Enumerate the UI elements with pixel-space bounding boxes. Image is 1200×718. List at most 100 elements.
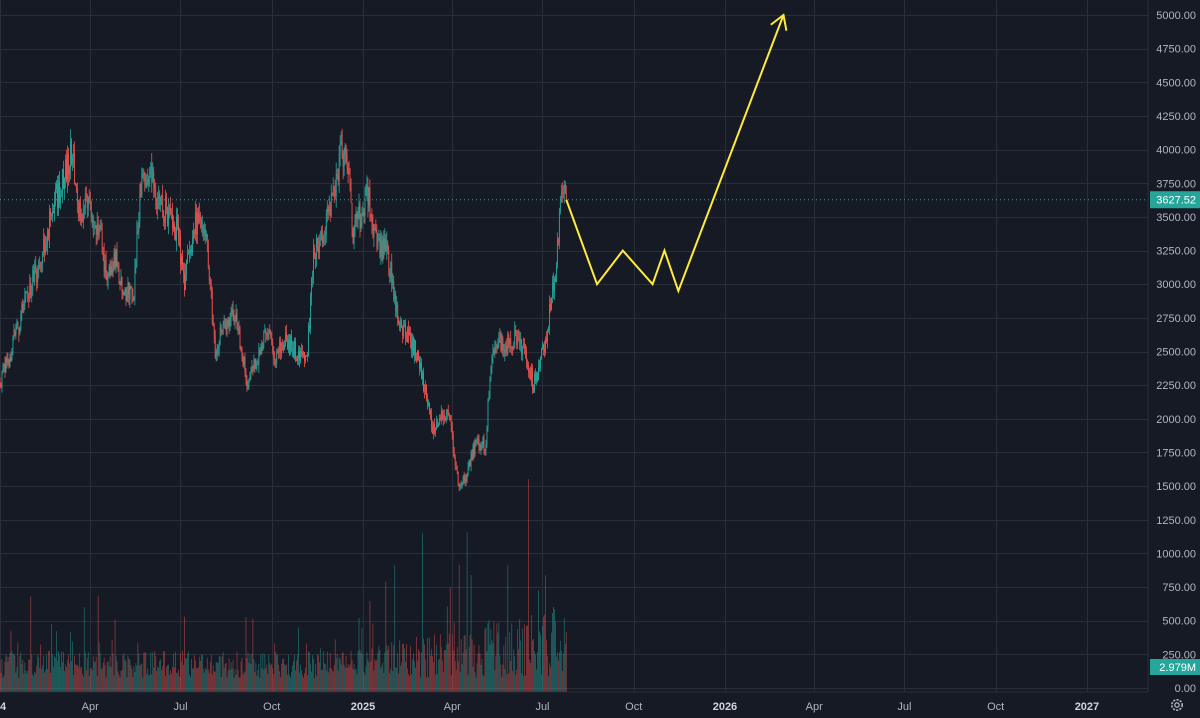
candle-body	[166, 196, 168, 208]
volume-bar	[69, 663, 70, 692]
volume-bar	[394, 565, 396, 692]
candle-body	[377, 241, 379, 247]
candle-body	[207, 242, 209, 268]
volume-bar	[301, 670, 302, 692]
candle-body	[249, 375, 251, 379]
price-axis[interactable]: 5000.00 4750.00 4500.00 4250.00 4000.00 3750.…	[1156, 10, 1196, 695]
candle-body	[445, 413, 447, 420]
volume-bar	[220, 677, 222, 692]
candle-body	[284, 345, 286, 350]
candle-body	[125, 289, 127, 302]
volume-bar	[2, 677, 4, 692]
volume-bar	[132, 676, 134, 692]
candle-body	[183, 269, 184, 273]
volume-bar	[396, 667, 398, 692]
volume-bar	[368, 662, 370, 692]
volume-bar	[184, 616, 185, 692]
candle-body	[409, 332, 411, 336]
candle-body	[487, 399, 489, 429]
candle-body	[517, 337, 519, 345]
candle-body	[251, 366, 253, 371]
candle-body	[380, 241, 382, 257]
candle-body	[371, 217, 373, 225]
candle-body	[245, 371, 247, 380]
candle-body	[477, 438, 479, 440]
candle-body	[203, 228, 205, 236]
candle-body	[116, 249, 118, 268]
candle-body	[31, 291, 33, 297]
candle-body	[274, 358, 276, 364]
volume-bar	[452, 650, 454, 692]
candle-body	[149, 167, 151, 182]
candle-body	[176, 216, 177, 241]
volume-bar	[416, 636, 417, 692]
volume-bar	[251, 653, 253, 692]
volume-bar	[118, 674, 120, 692]
volume-bar	[387, 649, 389, 692]
candle-body	[173, 224, 174, 229]
volume-bar	[98, 642, 100, 692]
candle-body	[133, 298, 135, 301]
candle-body	[221, 331, 223, 333]
candle-body	[515, 329, 517, 333]
volume-bar	[179, 676, 180, 692]
candle-body	[204, 228, 206, 238]
volume-bar	[29, 659, 31, 692]
candle-body	[335, 173, 337, 196]
candle-body	[126, 294, 128, 302]
candle-body	[294, 341, 295, 357]
candle-body	[513, 346, 515, 351]
candle-body	[342, 155, 344, 168]
volume-bar	[418, 649, 419, 692]
volume-bar	[427, 637, 428, 692]
volume-bar	[455, 670, 457, 692]
candle-body	[427, 398, 428, 405]
volume-bar	[528, 479, 529, 692]
candle-body	[451, 427, 453, 434]
candle-body	[355, 214, 357, 219]
volume-bar	[434, 674, 436, 692]
volume-bar	[18, 677, 20, 692]
volume-bar	[451, 634, 453, 692]
candle-body	[65, 159, 66, 178]
candle-body	[404, 323, 406, 326]
candle-body	[421, 363, 422, 380]
candle-body	[443, 415, 445, 418]
volume-bar	[110, 667, 112, 692]
candle-body	[295, 341, 296, 360]
volume-bar	[380, 668, 382, 692]
candle-body	[269, 330, 271, 333]
volume-bar	[197, 667, 199, 692]
volume-bar	[305, 667, 306, 692]
y-tick-label: 250.00	[1162, 649, 1196, 661]
candle-body	[41, 262, 43, 264]
settings-button[interactable]	[1154, 692, 1200, 718]
volume-bar	[70, 632, 71, 692]
candle-body	[496, 345, 498, 348]
volume-bar	[247, 652, 249, 692]
volume-bar	[564, 644, 566, 692]
candle-body	[119, 282, 121, 286]
volume-bar	[40, 644, 42, 692]
candle-body	[146, 178, 148, 185]
candle-body	[179, 236, 180, 237]
candle-body	[220, 327, 222, 332]
volume-bar	[353, 663, 355, 692]
volume-bar	[407, 668, 409, 692]
candle-body	[26, 291, 28, 293]
volume-bar	[133, 666, 135, 692]
volume-bar	[534, 651, 535, 692]
candle-body	[494, 346, 496, 354]
volume-bar	[15, 672, 17, 692]
candle-body	[486, 428, 488, 445]
volume-bar	[141, 663, 143, 692]
volume-bar	[122, 655, 124, 692]
volume-bar	[55, 657, 56, 692]
candle-body	[500, 333, 502, 352]
candle-body	[48, 231, 50, 238]
volume-bar	[227, 670, 229, 692]
volume-bar	[99, 652, 101, 692]
volume-bar	[371, 648, 373, 692]
candle-body	[262, 343, 264, 351]
